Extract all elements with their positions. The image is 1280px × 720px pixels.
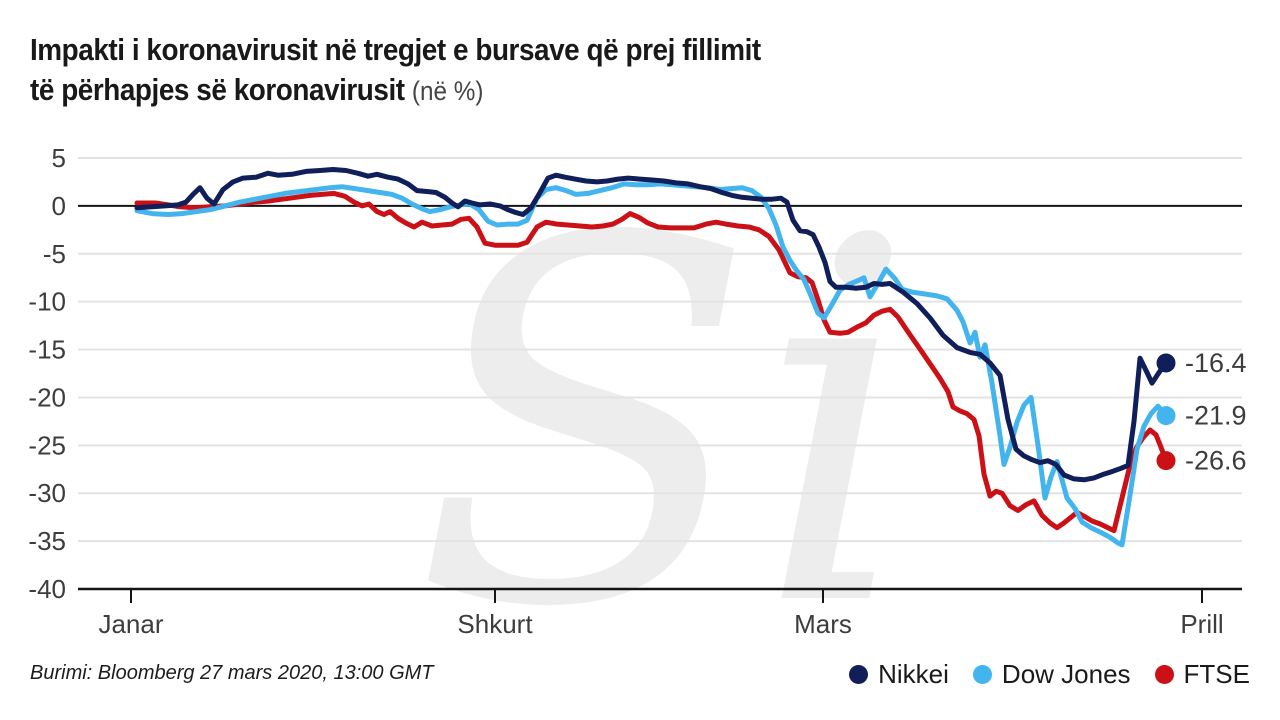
legend-label-dow-jones: Dow Jones (1001, 659, 1131, 689)
series-dow-jones-end-dot (1156, 406, 1176, 426)
chart-title-line2-bold: të përhapjes së koronavirusit (30, 72, 405, 107)
series-ftse-end-label: -26.6 (1185, 446, 1247, 476)
watermark-si: Si (414, 134, 916, 716)
ftse-dot-icon (1154, 665, 1174, 684)
y-tick-label: -35 (28, 526, 66, 556)
chart-title-unit: (në %) (411, 76, 484, 106)
series-dow-jones-end-label: -21.9 (1185, 401, 1247, 431)
chart-title: Impakti i koronavirusit në tregjet e bur… (30, 30, 761, 111)
y-tick-label: -20 (28, 382, 66, 412)
legend-label-ftse: FTSE (1183, 659, 1250, 689)
y-tick-label: -10 (28, 287, 66, 317)
dow-jones-dot-icon (972, 665, 992, 684)
series-ftse-line (134, 190, 1169, 534)
x-tick-label: Janar (98, 609, 163, 639)
source-note: Burimi: Bloomberg 27 mars 2020, 13:00 GM… (30, 662, 434, 684)
nikkei-dot-icon (849, 665, 869, 684)
y-tick-label: 0 (52, 191, 66, 221)
legend-label-nikkei: Nikkei (878, 659, 949, 689)
y-tick-label: -15 (28, 335, 66, 365)
series-nikkei-end-label: -16.4 (1185, 348, 1247, 378)
series-nikkei-line (134, 167, 1169, 483)
y-tick-label: 5 (52, 143, 66, 173)
legend-item-nikkei: Nikkei (849, 659, 949, 690)
y-tick-label: -25 (28, 430, 66, 460)
legend-item-ftse: FTSE (1154, 659, 1250, 690)
chart-title-line2: të përhapjes së koronavirusit (në %) (30, 70, 761, 111)
y-tick-label: -5 (43, 239, 66, 269)
series-ftse-end-dot (1156, 451, 1176, 471)
legend-item-dow-jones: Dow Jones (972, 659, 1131, 690)
series-dow-jones-line (134, 181, 1169, 548)
series-nikkei-end-dot (1156, 353, 1176, 373)
y-tick-label: -40 (28, 574, 66, 604)
x-tick-label: Prill (1180, 609, 1223, 639)
x-tick-label: Shkurt (457, 609, 533, 639)
y-tick-label: -30 (28, 478, 66, 508)
legend: Nikkei Dow Jones FTSE (849, 659, 1250, 690)
chart-title-line1: Impakti i koronavirusit në tregjet e bur… (30, 32, 761, 67)
x-tick-label: Mars (794, 609, 852, 639)
